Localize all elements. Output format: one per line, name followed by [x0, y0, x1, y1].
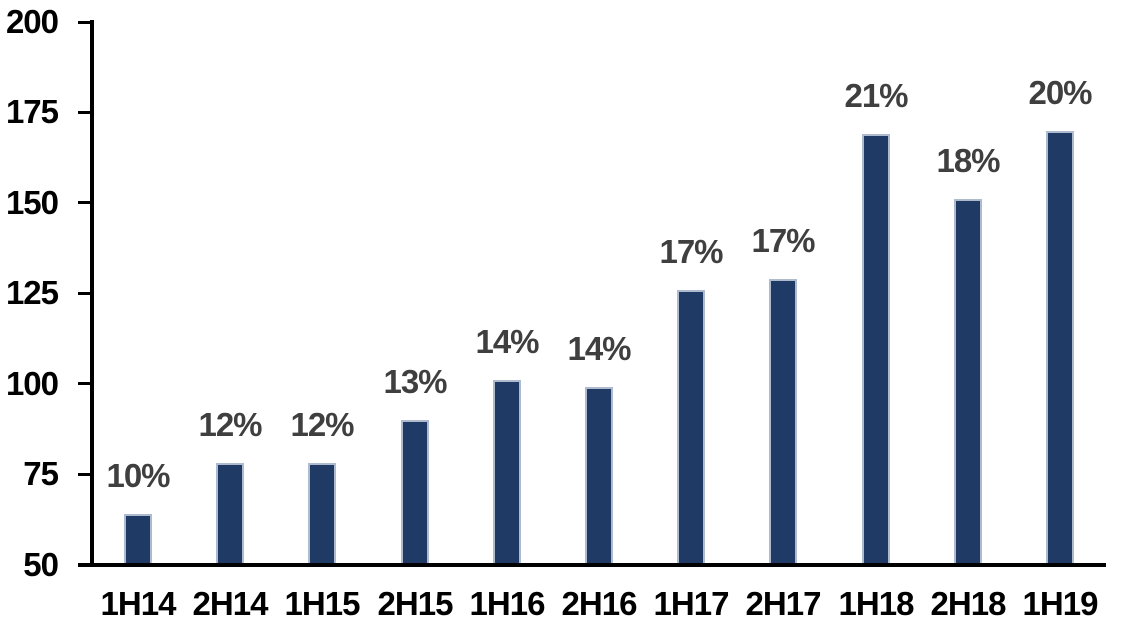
y-axis-tick-mark [78, 382, 94, 385]
bar-value-label: 13% [383, 363, 447, 400]
x-axis-category-label: 1H15 [284, 585, 361, 622]
y-axis-tick-mark [78, 21, 94, 24]
y-axis-tick-label: 125 [5, 274, 59, 311]
x-axis-category-label: 1H14 [100, 585, 177, 622]
bar-value-label: 21% [844, 77, 908, 114]
bar-value-label: 12% [198, 406, 262, 443]
bar-2h15 [401, 420, 429, 563]
x-axis-line [78, 563, 1106, 567]
bar-2h17 [769, 279, 797, 563]
x-axis-category-label: 1H19 [1022, 585, 1099, 622]
x-axis-category-label: 2H16 [561, 585, 638, 622]
bar-1h14 [124, 514, 152, 563]
bar-2h18 [954, 199, 982, 563]
x-axis-category-label: 2H14 [192, 585, 269, 622]
bar-value-label: 12% [290, 406, 354, 443]
bar-1h15 [308, 463, 336, 563]
bar-2h14 [216, 463, 244, 563]
y-axis-tick-mark [78, 473, 94, 476]
bar-value-label: 14% [475, 323, 539, 360]
bar-2h16 [585, 387, 613, 563]
y-axis-line [90, 20, 94, 567]
y-axis-tick-label: 200 [5, 3, 59, 40]
x-axis-category-label: 2H15 [377, 585, 454, 622]
bar-1h18 [862, 134, 890, 563]
x-axis-category-label: 1H17 [653, 585, 730, 622]
y-axis-tick-label: 100 [5, 365, 59, 402]
x-axis-category-label: 1H16 [469, 585, 546, 622]
y-axis-tick-mark [78, 111, 94, 114]
bar-value-label: 20% [1028, 74, 1092, 111]
x-axis-category-label: 2H18 [930, 585, 1007, 622]
y-axis-tick-label: 75 [23, 455, 59, 492]
bar-1h17 [677, 290, 705, 563]
bar-value-label: 10% [106, 457, 170, 494]
x-axis-category-label: 2H17 [745, 585, 822, 622]
y-axis-tick-label: 150 [5, 184, 59, 221]
bar-1h16 [493, 380, 521, 563]
bar-value-label: 17% [751, 222, 815, 259]
bar-1h19 [1046, 131, 1074, 564]
bar-value-label: 14% [567, 330, 631, 367]
y-axis-tick-label: 175 [5, 93, 59, 130]
y-axis-tick-label: 50 [23, 546, 59, 583]
y-axis-tick-mark [78, 292, 94, 295]
bar-value-label: 18% [936, 142, 1000, 179]
bar-value-label: 17% [659, 233, 723, 270]
x-axis-category-label: 1H18 [838, 585, 915, 622]
y-axis-tick-mark [78, 201, 94, 204]
